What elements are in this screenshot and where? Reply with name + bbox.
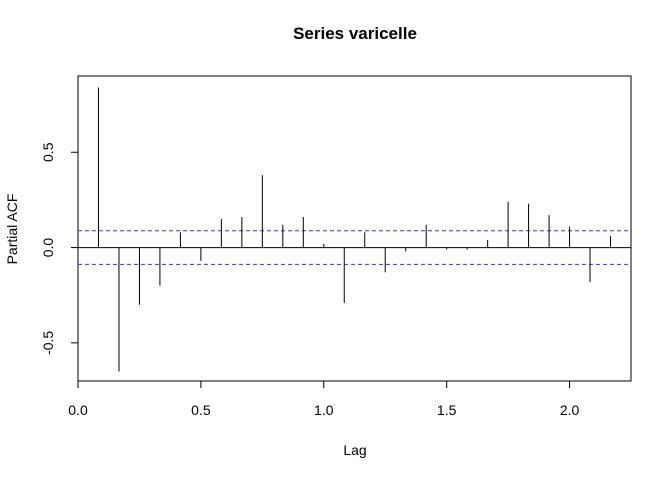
y-tick-label: 0.0 bbox=[40, 238, 56, 258]
x-tick-label: 0.0 bbox=[68, 402, 88, 418]
plot-area: 0.0 0.5 1.0 1.5 2.0 -0.5 0.0 0.5 bbox=[40, 75, 632, 418]
x-tick-label: 0.5 bbox=[191, 402, 211, 418]
x-tick-label: 2.0 bbox=[560, 402, 580, 418]
x-axis-label: Lag bbox=[343, 442, 366, 458]
y-tick-label: -0.5 bbox=[40, 331, 56, 355]
plot-frame bbox=[77, 75, 632, 382]
y-axis-label: Partial ACF bbox=[4, 194, 20, 265]
x-tick-label: 1.0 bbox=[314, 402, 334, 418]
y-tick-label: 0.5 bbox=[40, 142, 56, 162]
x-tick-label: 1.5 bbox=[437, 402, 457, 418]
chart-title: Series varicelle bbox=[293, 24, 417, 43]
